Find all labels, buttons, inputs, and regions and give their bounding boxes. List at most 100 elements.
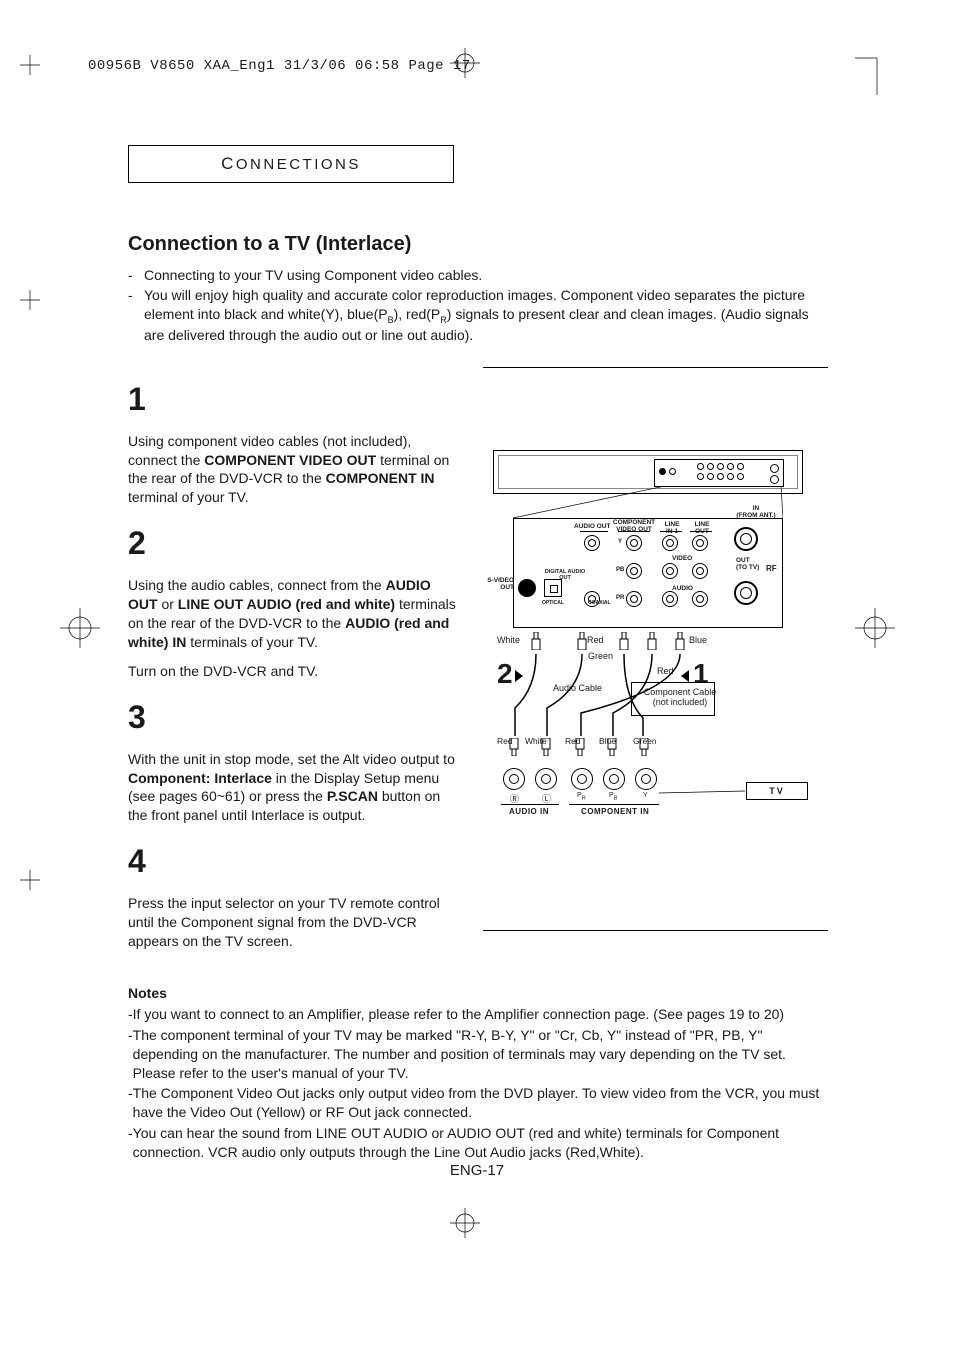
- section-title-text: CONNECTIONS: [221, 154, 361, 174]
- step-1-number: 1: [128, 381, 463, 418]
- mini-jack: [770, 464, 779, 473]
- note-3: - The Component Video Out jacks only out…: [128, 1084, 828, 1122]
- page-content: CONNECTIONS Connection to a TV (Interlac…: [128, 145, 828, 1164]
- jack-audio-l: [584, 535, 600, 551]
- label-in-from-ant: IN(FROM ANT.): [736, 505, 776, 519]
- label-svideo-out: S-VIDEO OUT: [474, 577, 514, 591]
- tv-component-in: COMPONENT IN: [581, 807, 649, 816]
- tv-jack-pb: [603, 768, 625, 790]
- page-number: ENG-17: [0, 1162, 954, 1179]
- diagram-rule-top: [483, 367, 828, 368]
- mini-jack: [717, 473, 724, 480]
- mini-jack: [737, 463, 744, 470]
- plug-label-l-white: White: [525, 736, 547, 746]
- label-line-in1: LINEIN 1: [662, 521, 682, 535]
- plug-label-l-red2: Red: [565, 736, 581, 746]
- note-2-text: The component terminal of your TV may be…: [133, 1026, 828, 1083]
- mini-jack: [697, 463, 704, 470]
- jack-linein-r: [662, 591, 678, 607]
- jack-optical: [544, 579, 562, 597]
- tv-label-pb: PB: [609, 792, 618, 801]
- note-1: - If you want to connect to an Amplifier…: [128, 1005, 828, 1024]
- jack-comp-pr: [626, 591, 642, 607]
- mini-jack: [717, 463, 724, 470]
- jack-svideo: [518, 579, 536, 597]
- mini-jack: [707, 473, 714, 480]
- label-audio: AUDIO: [672, 585, 693, 592]
- tv-connector-line: [659, 788, 749, 798]
- tv-label-y: Y: [643, 792, 648, 799]
- plug-label-white: White: [497, 635, 520, 645]
- tv-jack-r: [503, 768, 525, 790]
- mini-jack: [707, 463, 714, 470]
- note-3-text: The Component Video Out jacks only outpu…: [133, 1084, 828, 1122]
- tv-label-pr: PR: [577, 792, 586, 801]
- intro-list: - Connecting to your TV using Component …: [128, 266, 828, 345]
- jack-linein-v: [662, 535, 678, 551]
- bracket: [501, 804, 559, 805]
- mini-jack: [697, 473, 704, 480]
- plug-label-blue: Blue: [689, 635, 707, 645]
- mini-jack: [737, 473, 744, 480]
- rear-panel-zoom: AUDIO OUT COMPONENTVIDEO OUT LINEIN 1 LI…: [513, 518, 783, 628]
- plug-label-l-red: Red: [497, 736, 513, 746]
- intro-text-1: Connecting to your TV using Component vi…: [144, 266, 828, 285]
- label-line-out: LINEOUT: [692, 521, 712, 535]
- tv-audio-in: AUDIO IN: [509, 807, 549, 816]
- jack-rf-out: [734, 581, 758, 605]
- step-3-text: With the unit in stop mode, set the Alt …: [128, 750, 463, 826]
- label-rf: RF: [766, 565, 777, 574]
- note-4-text: You can hear the sound from LINE OUT AUD…: [133, 1124, 828, 1162]
- jack-lineout-r: [692, 591, 708, 607]
- intro-text-2: You will enjoy high quality and accurate…: [144, 286, 828, 345]
- mini-jack: [659, 468, 666, 475]
- steps-column: 1 Using component video cables (not incl…: [128, 367, 463, 951]
- step-4-text: Press the input selector on your TV remo…: [128, 894, 463, 951]
- jack-comp-pb: [626, 563, 642, 579]
- label-optical: OPTICAL: [542, 601, 564, 607]
- tv-label-box: TV: [746, 782, 808, 800]
- note-4: - You can hear the sound from LINE OUT A…: [128, 1124, 828, 1162]
- jack-lineout-l: [692, 563, 708, 579]
- jack-audio-r: [584, 591, 600, 607]
- label-video: VIDEO: [672, 555, 692, 562]
- label-pr: PR: [616, 595, 624, 602]
- tv-jack-pr: [571, 768, 593, 790]
- corner-mark-tr: [855, 50, 885, 95]
- section-title: CONNECTIONS: [128, 145, 454, 183]
- diagram-rule-bottom: [483, 930, 828, 931]
- label-y: Y: [618, 539, 622, 546]
- jack-linein-l: [662, 563, 678, 579]
- register-mark-left: [60, 608, 100, 648]
- tv-jack-l: [535, 768, 557, 790]
- mini-jack: [727, 473, 734, 480]
- bracket: [569, 804, 659, 805]
- label-audio-out: AUDIO OUT: [574, 523, 610, 530]
- crop-mark-l2: [20, 870, 40, 890]
- cable-wires: [503, 648, 703, 748]
- register-mark-right: [855, 608, 895, 648]
- note-1-text: If you want to connect to an Amplifier, …: [133, 1005, 784, 1024]
- print-header: 00956B V8650 XAA_Eng1 31/3/06 06:58 Page…: [88, 58, 471, 74]
- rear-panel-mini: [654, 459, 784, 487]
- jack-rf-in: [734, 527, 758, 551]
- note-2: - The component terminal of your TV may …: [128, 1026, 828, 1083]
- main-heading: Connection to a TV (Interlace): [128, 233, 828, 256]
- step-2-text: Using the audio cables, connect from the…: [128, 576, 463, 680]
- bullet-dash: -: [128, 286, 144, 345]
- mini-jack: [669, 468, 676, 475]
- step-1-text: Using component video cables (not includ…: [128, 432, 463, 508]
- step-3-number: 3: [128, 699, 463, 736]
- diagram-column: AUDIO OUT COMPONENTVIDEO OUT LINEIN 1 LI…: [483, 367, 828, 951]
- label-pb: PB: [616, 567, 624, 574]
- tv-jack-y: [635, 768, 657, 790]
- jack-lineout-v: [692, 535, 708, 551]
- step-4-number: 4: [128, 843, 463, 880]
- plug-label-red: Red: [587, 635, 604, 645]
- crop-mark-l1: [20, 290, 40, 310]
- notes-heading: Notes: [128, 985, 828, 1001]
- notes-list: - If you want to connect to an Amplifier…: [128, 1005, 828, 1162]
- bullet-dash: -: [128, 266, 144, 285]
- crop-mark-tl: [20, 55, 40, 75]
- mini-jack: [727, 463, 734, 470]
